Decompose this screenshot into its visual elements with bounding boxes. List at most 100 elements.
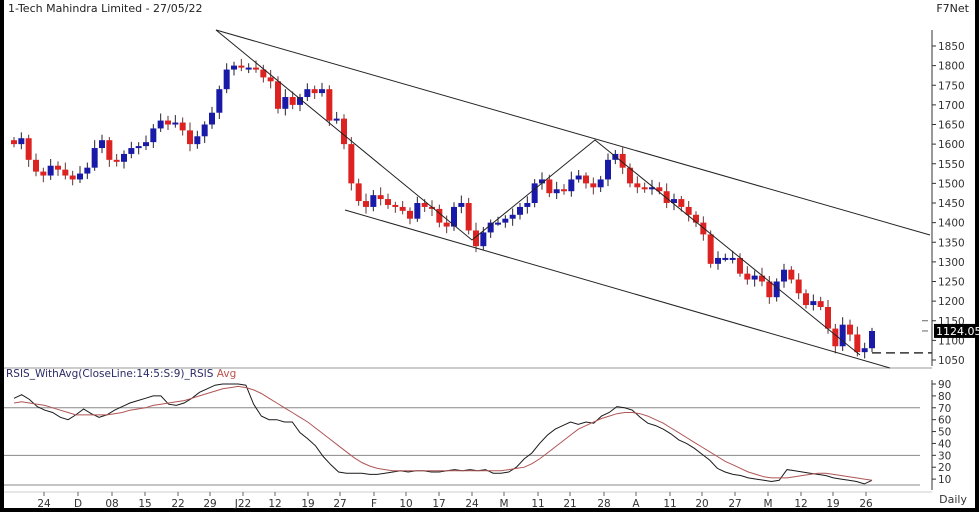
candle-down xyxy=(106,140,113,160)
candle-up xyxy=(605,159,611,180)
candle-up xyxy=(861,348,868,353)
candle-down xyxy=(737,257,743,274)
candle-down xyxy=(583,175,589,184)
x-tick-label: D xyxy=(74,498,82,510)
candle-up xyxy=(333,118,340,121)
rsi-tick-label: 80 xyxy=(938,391,951,403)
candle-up xyxy=(869,330,875,349)
candle-down xyxy=(429,206,435,209)
candle-down xyxy=(678,199,685,207)
brand-label: F7Net xyxy=(936,2,969,15)
x-tick-label: 19 xyxy=(301,498,314,510)
candle-down xyxy=(392,204,399,207)
candle-up xyxy=(18,138,25,145)
x-tick-label: 24 xyxy=(465,498,479,510)
candle-down xyxy=(348,144,355,184)
candle-up xyxy=(781,269,787,282)
candle-down xyxy=(40,171,47,176)
x-axis: 24 D 08 15 22 29 J22 12 19 27 F 10 17 24 M 11 21 28 A 11 20 2… xyxy=(4,491,932,510)
zigzag-trendline xyxy=(215,29,861,356)
candle-down xyxy=(363,201,369,207)
candle-up xyxy=(201,124,208,137)
rsi-tick-label: 30 xyxy=(938,450,951,462)
candle-down xyxy=(561,189,567,192)
candle-up xyxy=(524,203,531,207)
price-tick-label: 1600 xyxy=(938,139,965,151)
period-label: Daily xyxy=(939,493,967,506)
candle-down xyxy=(641,187,648,190)
x-tick-label: J22 xyxy=(234,498,251,510)
candle-up xyxy=(194,136,201,145)
rsi-avg-line xyxy=(13,385,873,481)
price-tick-label: 1700 xyxy=(938,100,965,112)
candle-up xyxy=(671,199,677,203)
candle-down xyxy=(165,120,171,125)
x-tick-label: 08 xyxy=(105,498,118,510)
candle-down xyxy=(399,206,406,211)
candle-down xyxy=(854,334,861,353)
candle-up xyxy=(517,206,523,215)
chart-frame: 1-Tech Mahindra Limited - 27/05/22 F7Net… xyxy=(4,0,975,508)
x-tick-label: 27 xyxy=(728,498,741,510)
x-tick-label: 10 xyxy=(399,498,412,510)
indicator-label: RSIS_WithAvg(CloseLine:14:5:S:9)_RSIS Av… xyxy=(6,368,236,380)
candle-down xyxy=(788,269,795,280)
candle-down xyxy=(355,183,362,202)
rsi-line xyxy=(13,383,873,485)
candle-up xyxy=(121,153,127,162)
candle-up xyxy=(810,301,817,306)
price-tick-label: 1300 xyxy=(938,257,965,269)
candle-down xyxy=(311,89,318,94)
candle-down xyxy=(113,159,120,162)
candle-up xyxy=(539,179,545,184)
x-tick-label: 11 xyxy=(663,498,676,510)
candle-down xyxy=(341,118,347,145)
x-tick-label: 21 xyxy=(563,498,576,510)
x-tick-label: 26 xyxy=(859,498,873,510)
candle-down xyxy=(33,159,39,172)
candle-down xyxy=(385,199,391,205)
candle-down xyxy=(179,122,186,131)
rsi-tick-label: 40 xyxy=(938,438,951,450)
price-tick-label: 1650 xyxy=(938,120,965,132)
rsi-tick-label: 60 xyxy=(938,415,951,427)
x-tick-label: 12 xyxy=(794,498,807,510)
indicator-label-main: RSIS_WithAvg(CloseLine:14:5:S:9)_RSIS xyxy=(6,368,214,380)
x-tick-label: 29 xyxy=(203,498,216,510)
candle-up xyxy=(135,146,142,149)
candle-up xyxy=(77,173,83,180)
x-tick-label: 19 xyxy=(826,498,839,510)
upper-channel-line xyxy=(215,29,931,236)
candle-down xyxy=(817,301,824,308)
candle-down xyxy=(795,279,802,294)
price-tick-label: 1350 xyxy=(938,237,965,249)
last-price-label: 1124.05 xyxy=(936,325,979,338)
candle-up xyxy=(319,89,325,94)
indicator-label-avg: Avg xyxy=(216,368,237,380)
candle-up xyxy=(304,89,311,98)
x-tick-label: 22 xyxy=(171,498,184,510)
candle-up xyxy=(531,183,538,203)
candle-down xyxy=(473,230,479,247)
candle-down xyxy=(707,234,714,264)
candle-down xyxy=(685,206,692,215)
candle-up xyxy=(99,140,105,149)
candle-down xyxy=(443,222,450,227)
price-tick-label: 1100 xyxy=(938,335,965,347)
candle-up xyxy=(729,257,736,260)
candle-down xyxy=(693,214,699,223)
candle-up xyxy=(839,324,846,347)
x-tick-label: 11 xyxy=(531,498,544,510)
candle-down xyxy=(275,81,281,109)
candle-up xyxy=(216,89,223,113)
candle-down xyxy=(803,293,809,306)
candle-up xyxy=(370,195,377,207)
x-tick-label: 28 xyxy=(597,498,610,510)
x-tick-label: M xyxy=(499,498,508,510)
candle-down xyxy=(267,77,274,82)
candle-down xyxy=(238,65,245,68)
x-tick-label: 12 xyxy=(268,498,281,510)
x-tick-label: M xyxy=(763,498,772,510)
last-price-box xyxy=(934,323,979,338)
